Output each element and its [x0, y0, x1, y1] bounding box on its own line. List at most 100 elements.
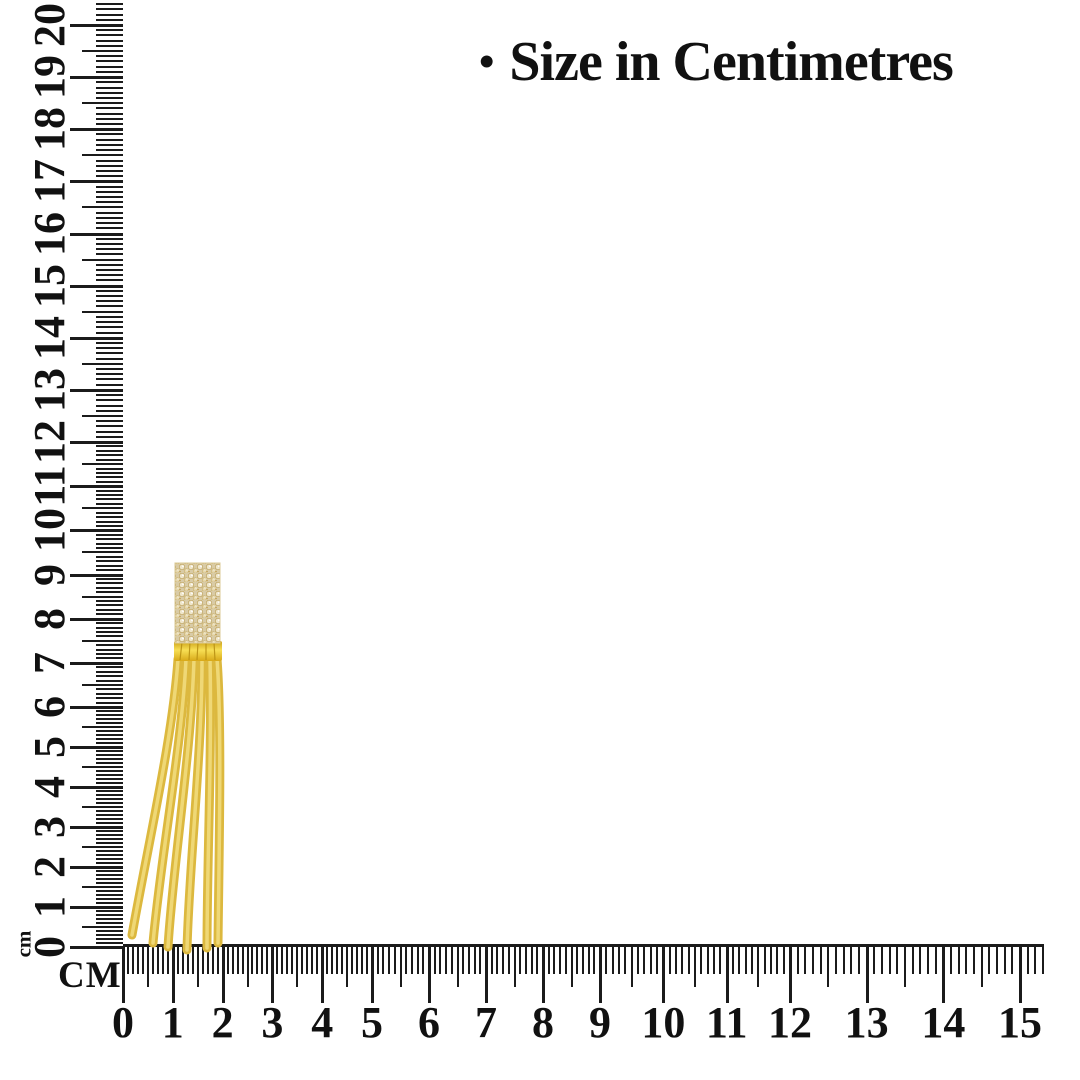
mm-tick [96, 774, 123, 776]
cm-tick [70, 485, 123, 489]
mm-tick [96, 730, 123, 732]
vertical-ruler-label: 11 [25, 465, 74, 507]
mm-tick [96, 458, 123, 461]
mm-tick [416, 946, 419, 974]
mm-tick [331, 946, 334, 974]
mm-tick [858, 946, 860, 974]
mm-tick [605, 946, 608, 974]
mm-tick [96, 112, 123, 115]
vertical-ruler-label: 8 [25, 607, 74, 630]
mm-tick [96, 39, 123, 42]
mm-tick [96, 201, 123, 204]
mm-tick [835, 946, 837, 974]
mm-tick [96, 524, 123, 527]
mm-tick [96, 834, 123, 836]
mm-tick [316, 946, 319, 974]
mm-tick [96, 480, 123, 483]
mm-tick [96, 489, 123, 492]
mm-tick [96, 352, 123, 355]
mm-tick [732, 946, 734, 974]
mm-tick [393, 946, 396, 974]
mm-tick [996, 946, 998, 974]
mm-tick [96, 237, 123, 240]
mm-tick [888, 946, 891, 974]
mm-tick [96, 738, 123, 740]
mm-tick [547, 946, 550, 974]
cm-tick [70, 284, 123, 288]
mm-tick [96, 718, 123, 720]
half-tick [82, 886, 123, 888]
vertical-ruler-label: 5 [25, 736, 74, 758]
cm-tick [70, 946, 123, 949]
mm-tick [96, 910, 123, 912]
mm-tick [301, 946, 304, 974]
mm-tick [96, 538, 123, 541]
mm-tick [439, 946, 442, 974]
mm-tick [507, 946, 510, 974]
mm-tick [96, 794, 123, 796]
earring-photo [127, 562, 225, 955]
mm-tick [96, 830, 123, 832]
tassel-strands [127, 654, 225, 955]
mm-tick [96, 569, 123, 572]
mm-tick [96, 494, 123, 496]
cm-tick [725, 946, 729, 1003]
mm-tick [96, 710, 123, 712]
mm-tick [96, 762, 123, 764]
half-tick [513, 946, 516, 987]
half-tick [82, 726, 123, 728]
mm-tick [96, 91, 123, 94]
mm-tick [96, 818, 123, 820]
cm-tick [70, 441, 123, 444]
mm-tick [96, 295, 123, 298]
mm-tick [96, 86, 123, 89]
mm-tick [96, 938, 123, 940]
horizontal-ruler-label: 0 [112, 998, 134, 1047]
mm-tick [96, 798, 123, 800]
mm-tick [96, 564, 123, 567]
vertical-ruler-label: 10 [25, 508, 74, 553]
mm-tick [873, 946, 876, 974]
mm-tick [96, 591, 123, 594]
mm-tick [256, 946, 259, 974]
mm-tick [96, 211, 123, 214]
mm-tick [306, 946, 309, 974]
mm-tick [96, 65, 123, 68]
mm-tick [473, 946, 476, 974]
mm-tick [96, 754, 123, 756]
strand-caps [174, 641, 222, 661]
cm-tick [70, 826, 123, 829]
half-tick [980, 946, 983, 987]
vertical-ruler-label: 2 [25, 856, 74, 878]
mm-tick [519, 946, 522, 974]
mm-tick [96, 555, 123, 558]
vertical-ruler-label: 14 [25, 315, 74, 360]
mm-tick [490, 946, 493, 974]
mm-tick [1011, 946, 1014, 974]
mm-tick [988, 946, 991, 974]
mm-tick [96, 289, 123, 292]
mm-tick [366, 946, 369, 974]
mm-tick [581, 946, 584, 974]
cm-tick [942, 946, 946, 1003]
mm-tick [96, 300, 123, 303]
mm-tick [96, 274, 123, 277]
mm-tick [96, 701, 123, 704]
mm-tick [96, 138, 123, 141]
mm-tick [96, 778, 123, 780]
cm-tick [70, 128, 123, 132]
cm-tick [70, 573, 123, 577]
mm-tick [96, 918, 123, 920]
mm-tick [96, 854, 123, 856]
mm-tick [96, 608, 123, 611]
mm-tick [576, 946, 579, 974]
cm-tick [485, 946, 488, 1003]
mm-tick [96, 850, 123, 852]
mm-tick [668, 946, 671, 974]
mm-tick [96, 467, 123, 470]
mm-tick [96, 315, 123, 318]
mm-tick [96, 742, 123, 744]
mm-tick [96, 399, 123, 402]
mm-tick [656, 946, 658, 974]
mm-tick [351, 946, 354, 974]
